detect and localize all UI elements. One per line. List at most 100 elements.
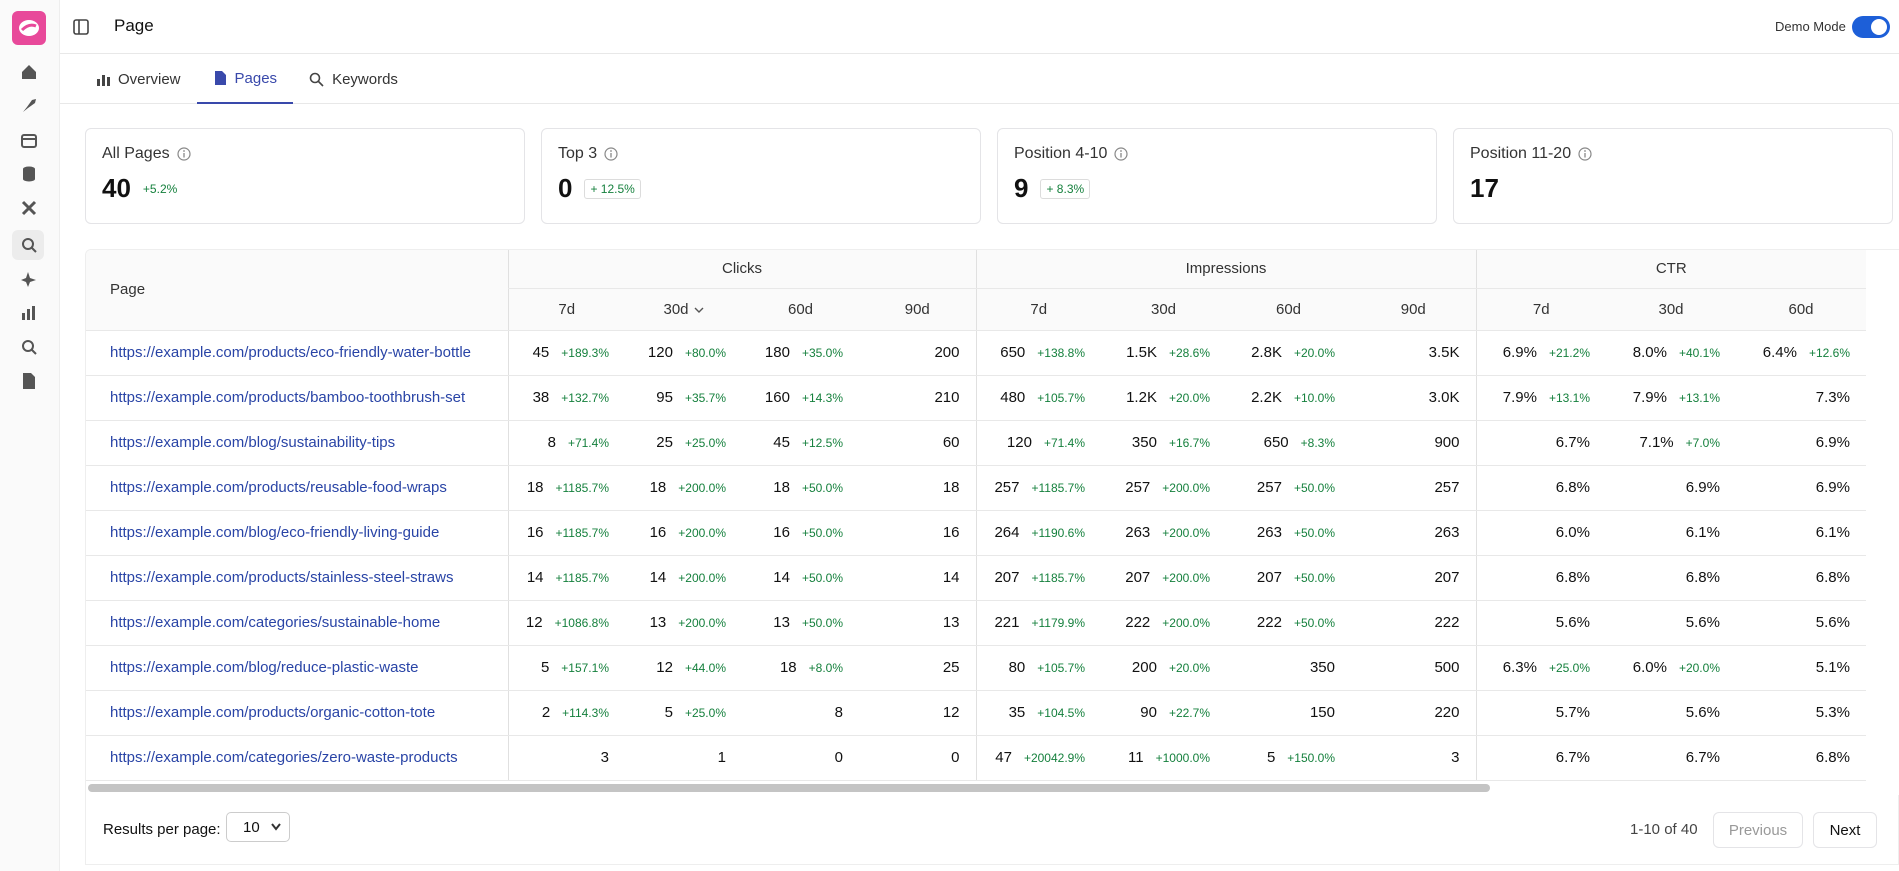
previous-button[interactable]: Previous: [1713, 812, 1803, 848]
period-label: 60d: [1275, 300, 1302, 318]
logo[interactable]: [12, 11, 46, 45]
period-header[interactable]: 7d: [1475, 288, 1606, 331]
metric-cell: 6.8%: [1736, 555, 1866, 601]
metric-value: 120: [647, 344, 673, 361]
metric-change: +1086.8%: [554, 616, 609, 630]
sidebar-toggle[interactable]: [73, 19, 89, 35]
tab[interactable]: Pages: [196, 54, 294, 104]
scrollbar[interactable]: [88, 784, 1490, 792]
metric-cell: 6.9%: [1736, 420, 1866, 466]
card-value: 17: [1470, 173, 1499, 203]
period-header[interactable]: 7d: [507, 288, 625, 331]
period-label: 7d: [558, 300, 576, 318]
period-header[interactable]: 60d: [1226, 288, 1351, 331]
period-header[interactable]: 90d: [1351, 288, 1476, 331]
nav-launch[interactable]: [20, 97, 38, 115]
page-link[interactable]: https://example.com/blog/sustainability-…: [110, 434, 396, 451]
table-row: https://example.com/blog/sustainability-…: [86, 420, 1866, 466]
nav-sparkles[interactable]: [20, 270, 38, 288]
period-header[interactable]: 90d: [859, 288, 976, 331]
metric-cell: 6.7%: [1475, 420, 1606, 466]
metric-cell: 3.5K: [1351, 330, 1476, 376]
card-label: Position 11-20: [1470, 145, 1572, 162]
metric-change: +8.0%: [808, 661, 843, 675]
metric-change: +50.0%: [1293, 571, 1335, 585]
metric-cell: 13: [859, 600, 976, 646]
page-link[interactable]: https://example.com/blog/reduce-plastic-…: [110, 659, 419, 676]
tab[interactable]: Overview: [80, 54, 197, 104]
page-link[interactable]: https://example.com/products/organic-cot…: [110, 704, 436, 721]
metric-value: 25: [656, 434, 673, 451]
metric-value: 6.8%: [1685, 569, 1720, 586]
tab[interactable]: Keywords: [293, 54, 414, 104]
per-page-select[interactable]: 10: [226, 812, 290, 842]
page-link[interactable]: https://example.com/categories/zero-wast…: [110, 749, 458, 766]
metric-cell: 3: [507, 735, 625, 781]
period-header[interactable]: 60d: [742, 288, 859, 331]
metric-cell: 207: [1351, 555, 1476, 601]
metric-cell: 14: [859, 555, 976, 601]
demo-mode-toggle[interactable]: [1852, 16, 1890, 38]
period-header[interactable]: 60d: [1736, 288, 1866, 331]
period-header[interactable]: 30d: [1606, 288, 1736, 331]
metric-value: 12: [942, 704, 960, 721]
page-link[interactable]: https://example.com/categories/sustainab…: [110, 614, 441, 631]
summary-card: Position 11-20 17: [1453, 128, 1893, 224]
metric-change: +200.0%: [678, 616, 726, 630]
period-header[interactable]: 30d: [625, 288, 742, 331]
metric-cell: 257: [1351, 465, 1476, 511]
metric-change: +25.0%: [684, 436, 726, 450]
nav-home[interactable]: [20, 63, 38, 81]
metric-value: 263: [1434, 524, 1460, 541]
metric-cell: 650 +8.3%: [1226, 420, 1351, 466]
page-link[interactable]: https://example.com/products/bamboo-toot…: [110, 389, 466, 406]
metric-value: 150: [1309, 704, 1335, 721]
metric-cell: 25: [859, 645, 976, 691]
metric-cell: 0: [859, 735, 976, 781]
nav-document[interactable]: [20, 372, 38, 390]
metric-cell: 18 +50.0%: [742, 465, 859, 511]
period-header[interactable]: 30d: [1101, 288, 1226, 331]
card-change: + 12.5%: [584, 178, 641, 199]
page-link[interactable]: https://example.com/products/reusable-fo…: [110, 479, 447, 496]
metric-value: 6.7%: [1555, 749, 1590, 766]
metric-value: 35: [1008, 704, 1026, 721]
metric-cell: 222 +200.0%: [1101, 600, 1226, 646]
tab-label: Pages: [234, 69, 278, 87]
metric-cell: 12 +44.0%: [625, 645, 742, 691]
metric-value: 0: [834, 749, 843, 766]
metric-value: 500: [1434, 659, 1460, 676]
period-header[interactable]: 7d: [975, 288, 1101, 331]
metric-value: 6.4%: [1762, 344, 1797, 361]
nav-tools[interactable]: [20, 199, 38, 217]
page-link[interactable]: https://example.com/products/eco-friendl…: [110, 344, 471, 361]
page-link[interactable]: https://example.com/products/stainless-s…: [110, 569, 454, 586]
table-row: https://example.com/products/bamboo-toot…: [86, 375, 1866, 421]
metric-change: +50.0%: [801, 616, 843, 630]
metric-cell: 3: [1351, 735, 1476, 781]
nav-chart[interactable]: [20, 304, 38, 322]
metric-value: 47: [995, 749, 1012, 766]
page-link[interactable]: https://example.com/blog/eco-friendly-li…: [110, 524, 440, 541]
nav-calendar[interactable]: [20, 131, 38, 149]
metric-cell: 18 +8.0%: [742, 645, 859, 691]
metric-value: 18: [773, 479, 790, 496]
metric-cell: 220: [1351, 690, 1476, 736]
metric-value: 11: [1128, 749, 1144, 766]
metric-value: 8: [547, 434, 556, 451]
summary-card: All Pages 40 +5.2%: [85, 128, 525, 224]
metric-cell: 16 +1185.7%: [507, 510, 625, 556]
next-button[interactable]: Next: [1813, 812, 1877, 848]
metric-value: 13: [942, 614, 960, 631]
metric-value: 6.9%: [1685, 479, 1720, 496]
demo-mode-label: Demo Mode: [1775, 19, 1846, 34]
metric-cell: 264 +1190.6%: [975, 510, 1101, 556]
metric-change: +40.1%: [1678, 346, 1720, 360]
nav-search-2[interactable]: [20, 338, 38, 356]
metric-value: 16: [773, 524, 790, 541]
metric-cell: 222: [1351, 600, 1476, 646]
nav-database[interactable]: [20, 165, 38, 183]
metric-cell: 200: [859, 330, 976, 376]
nav-search[interactable]: [20, 236, 38, 254]
metric-value: 257: [994, 479, 1020, 496]
